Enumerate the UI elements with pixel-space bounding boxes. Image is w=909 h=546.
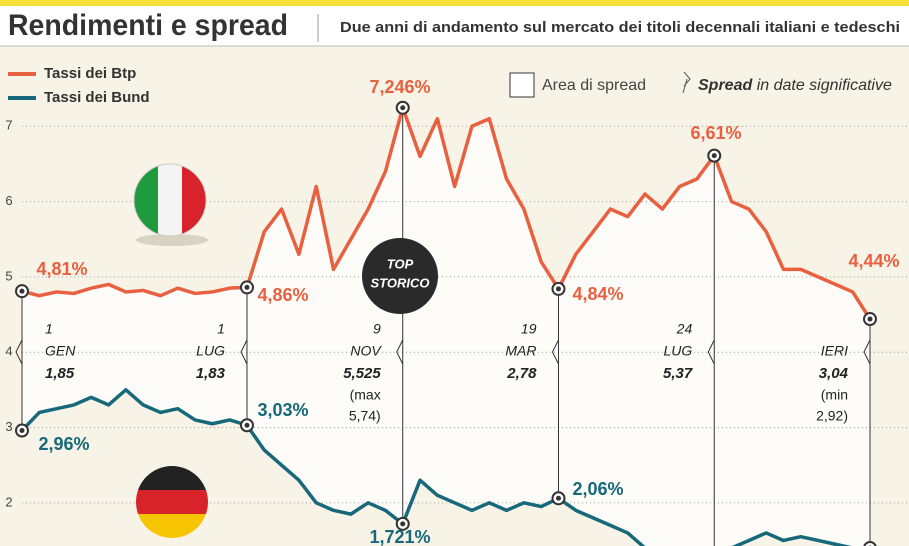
spread-month: LUG (663, 343, 692, 359)
spread-month: IERI (821, 343, 848, 359)
spread-note: 2,92) (816, 408, 848, 424)
event-dot-center (19, 288, 25, 294)
spread-bracket (15, 339, 23, 365)
event-dot (863, 541, 877, 546)
y-tick-label: 3 (5, 419, 12, 434)
spread-note: (max (350, 387, 381, 403)
spread-value: 2,78 (506, 365, 537, 382)
y-tick-label: 7 (5, 118, 12, 133)
legend-bracket (682, 71, 691, 94)
chart-title: Rendimenti e spread (8, 9, 288, 42)
event-dot-center (244, 422, 250, 428)
spread-day: 1 (217, 321, 225, 337)
event-dot-center (867, 316, 873, 322)
event-dot-center (19, 428, 25, 434)
legend-label: Tassi dei Bund (44, 89, 150, 106)
spread-month: LUG (196, 343, 225, 359)
y-tick-label: 2 (5, 494, 12, 509)
value-annotation: 7,246% (369, 77, 430, 97)
plot: 2 3 4 5 6 7 1 GEN 1,85 1 LUG 1,83 9 NOV 5,525 (max 5,74)… (5, 77, 909, 546)
spread-month: GEN (45, 343, 76, 359)
value-annotation: 1,721% (369, 527, 430, 546)
series-line (21, 105, 872, 320)
legend-area-swatch (509, 72, 535, 98)
legend-spread-label: Spread in date significative (698, 77, 892, 94)
spread-value: 5,525 (343, 365, 381, 382)
value-annotation: 4,84% (572, 284, 623, 304)
italy-flag (133, 163, 208, 246)
series-line (20, 388, 852, 546)
value-annotation: 6,61% (690, 123, 741, 143)
spread-value: 1,85 (45, 365, 75, 382)
value-annotation: 4,44% (848, 251, 899, 271)
legend-label: Tassi dei Btp (44, 65, 136, 82)
event-dot-center (555, 286, 561, 292)
spread-bracket (551, 339, 559, 365)
event-dot-center (400, 105, 406, 111)
spread-day: 24 (676, 321, 693, 337)
legend-spread-rest: in date significative (752, 77, 892, 94)
y-tick-label: 5 (5, 268, 12, 283)
top-badge-label: TOP (387, 256, 414, 271)
value-annotation: 2,96% (38, 434, 89, 454)
value-annotation: 4,86% (257, 285, 308, 305)
event-dot-center (400, 521, 406, 527)
spread-month: NOV (350, 343, 382, 359)
spread-value: 5,37 (663, 365, 693, 382)
chart-subtitle: Due anni di andamento sul mercato dei ti… (340, 19, 900, 36)
spread-month: MAR (505, 343, 536, 359)
spread-note: 5,74) (349, 408, 381, 424)
value-annotation: 3,03% (257, 400, 308, 420)
spread-bracket (707, 339, 715, 365)
event-dot-center (555, 495, 561, 501)
spread-day: 9 (373, 321, 381, 337)
spread-area (22, 107, 870, 546)
spread-bracket (863, 339, 871, 365)
event-dot-center (711, 153, 717, 159)
spread-value: 1,83 (196, 365, 226, 382)
spread-value: 3,04 (819, 365, 849, 382)
top-badge-label: STORICO (371, 275, 430, 290)
y-tick-label: 6 (5, 193, 12, 208)
event-dot-center (244, 284, 250, 290)
spread-note: (min (821, 387, 848, 403)
header (0, 6, 909, 46)
spread-day: 19 (521, 321, 537, 337)
value-annotation: 4,81% (36, 259, 87, 279)
y-tick-label: 4 (5, 344, 12, 359)
top-badge (362, 238, 438, 314)
germany-flag (136, 466, 208, 538)
spread-bracket (396, 339, 404, 365)
spread-bracket (240, 339, 248, 365)
value-annotation: 2,06% (572, 479, 623, 499)
legend-area-label: Area di spread (542, 77, 646, 94)
top-band (0, 0, 909, 6)
legend-spread-bold: Spread (698, 77, 753, 94)
spread-day: 1 (45, 321, 53, 337)
